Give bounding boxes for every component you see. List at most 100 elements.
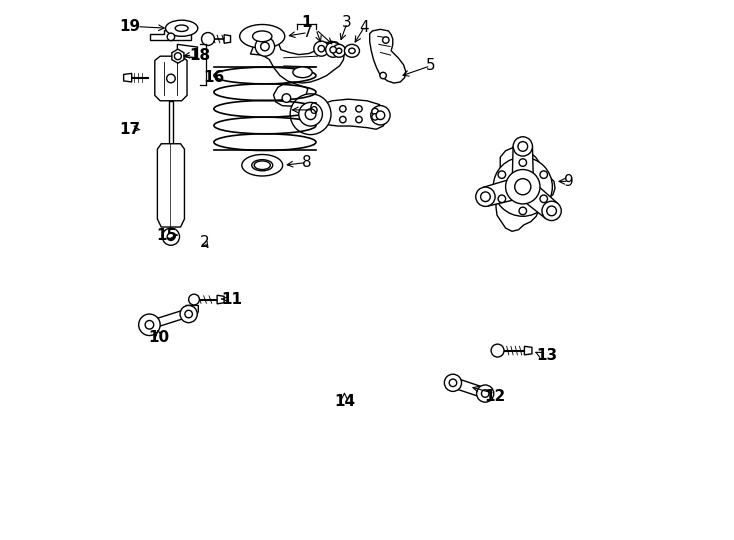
Polygon shape [150, 310, 184, 329]
Circle shape [476, 385, 494, 402]
Circle shape [175, 53, 181, 60]
Text: 12: 12 [484, 389, 506, 404]
Polygon shape [172, 49, 184, 63]
Circle shape [513, 137, 532, 156]
Circle shape [255, 37, 275, 56]
Text: 17: 17 [119, 122, 140, 137]
Text: 2: 2 [200, 234, 209, 249]
Text: 13: 13 [537, 348, 558, 363]
Circle shape [498, 171, 506, 178]
Circle shape [145, 321, 153, 329]
Text: 15: 15 [156, 227, 177, 242]
Text: 18: 18 [189, 48, 210, 63]
Circle shape [498, 195, 506, 202]
Polygon shape [496, 147, 555, 231]
Circle shape [336, 48, 342, 53]
Text: 4: 4 [360, 19, 369, 35]
Polygon shape [150, 30, 192, 40]
Circle shape [261, 42, 269, 51]
Polygon shape [516, 179, 558, 218]
Circle shape [139, 314, 160, 335]
Polygon shape [186, 306, 198, 320]
Text: 10: 10 [148, 329, 169, 345]
Circle shape [491, 344, 504, 357]
Circle shape [202, 32, 214, 45]
Polygon shape [483, 177, 526, 206]
Circle shape [382, 37, 389, 43]
Circle shape [482, 390, 489, 397]
Ellipse shape [344, 44, 360, 57]
Circle shape [542, 201, 562, 220]
Circle shape [167, 33, 175, 40]
Circle shape [356, 106, 362, 112]
Circle shape [356, 116, 362, 123]
Circle shape [180, 306, 197, 322]
Text: 1: 1 [302, 15, 312, 30]
Circle shape [449, 379, 457, 387]
Polygon shape [224, 35, 230, 43]
Circle shape [506, 170, 540, 204]
Circle shape [371, 106, 390, 125]
Circle shape [290, 94, 331, 134]
Polygon shape [157, 144, 184, 227]
Ellipse shape [252, 160, 273, 171]
Polygon shape [217, 295, 224, 304]
Polygon shape [370, 29, 406, 83]
Circle shape [305, 109, 316, 119]
Circle shape [299, 103, 322, 126]
Polygon shape [250, 38, 344, 106]
Text: 8: 8 [302, 155, 312, 170]
Ellipse shape [166, 20, 197, 36]
Polygon shape [524, 346, 532, 355]
Polygon shape [454, 377, 486, 399]
Ellipse shape [254, 161, 270, 170]
Circle shape [518, 141, 528, 151]
Circle shape [540, 195, 548, 202]
Text: 9: 9 [564, 174, 573, 189]
Text: 7: 7 [303, 25, 313, 40]
Polygon shape [178, 44, 197, 58]
Polygon shape [512, 146, 534, 187]
Ellipse shape [252, 31, 272, 42]
Circle shape [162, 228, 180, 245]
Circle shape [333, 44, 346, 57]
Ellipse shape [293, 67, 312, 78]
Circle shape [376, 111, 385, 119]
Circle shape [515, 179, 531, 195]
Ellipse shape [241, 154, 283, 176]
Circle shape [185, 310, 192, 318]
Circle shape [340, 116, 346, 123]
Circle shape [167, 74, 175, 83]
Ellipse shape [175, 25, 188, 31]
Circle shape [540, 171, 548, 178]
Text: 19: 19 [119, 19, 140, 34]
Polygon shape [155, 56, 187, 101]
Text: 6: 6 [308, 103, 318, 117]
Text: 16: 16 [203, 70, 225, 85]
Ellipse shape [240, 24, 285, 48]
Text: 11: 11 [221, 292, 242, 307]
Text: 14: 14 [334, 394, 355, 409]
Text: 3: 3 [342, 15, 352, 30]
Circle shape [189, 294, 200, 305]
Circle shape [481, 192, 490, 201]
Circle shape [476, 187, 495, 206]
Circle shape [493, 157, 553, 217]
Circle shape [372, 113, 378, 120]
Circle shape [282, 94, 291, 103]
Polygon shape [123, 73, 131, 82]
Circle shape [340, 106, 346, 112]
Ellipse shape [349, 48, 355, 53]
Circle shape [372, 109, 378, 114]
Circle shape [318, 45, 324, 52]
Text: 5: 5 [426, 58, 435, 73]
Circle shape [519, 159, 526, 166]
Circle shape [380, 72, 386, 79]
Circle shape [326, 42, 341, 57]
Circle shape [519, 207, 526, 215]
Circle shape [547, 206, 556, 216]
Circle shape [314, 41, 329, 56]
Polygon shape [169, 101, 173, 144]
Polygon shape [321, 99, 387, 129]
Circle shape [330, 46, 336, 53]
